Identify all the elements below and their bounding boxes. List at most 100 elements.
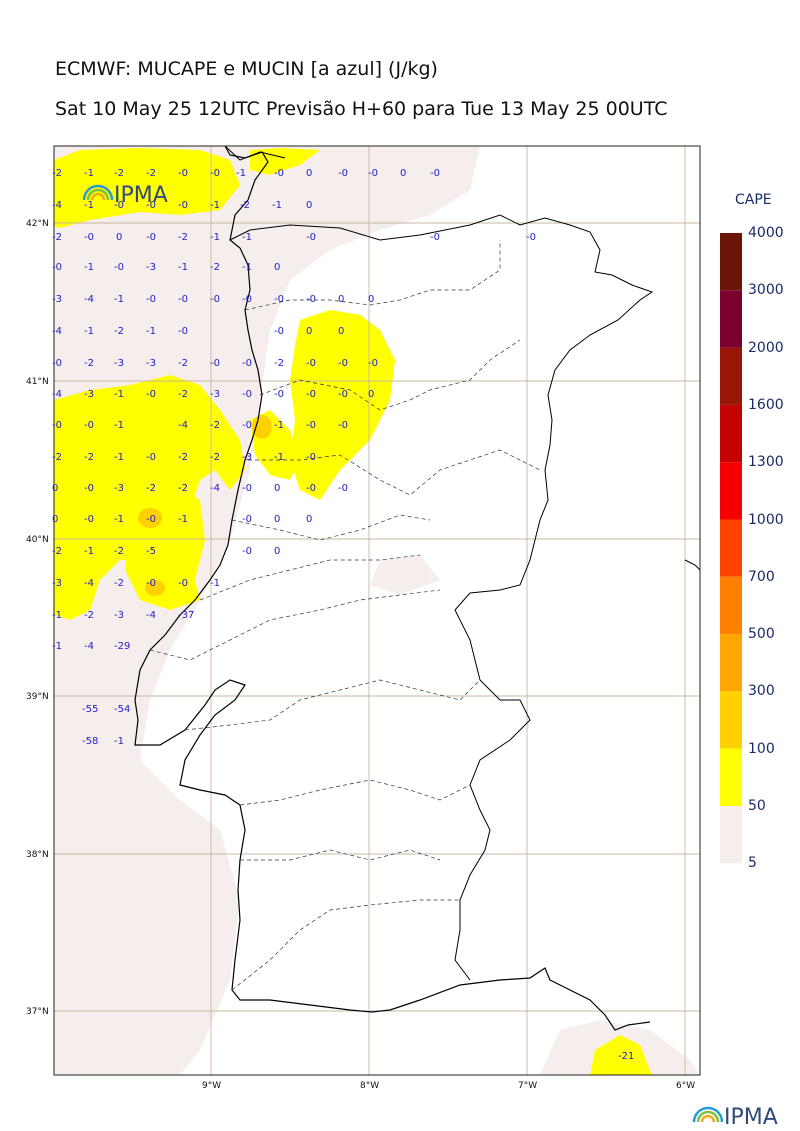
lon-tick-label: 8°W bbox=[360, 1081, 379, 1091]
cin-value-label: -2 bbox=[178, 358, 188, 369]
colorbar-level-label: 100 bbox=[748, 740, 775, 757]
cin-value-label: -1 bbox=[178, 514, 188, 525]
cin-value-label: -2 bbox=[114, 546, 124, 557]
cin-value-label: -1 bbox=[210, 232, 220, 243]
coastline bbox=[134, 146, 651, 1031]
cin-value-label: -0 bbox=[338, 358, 348, 369]
colorbar-level-label: 1300 bbox=[748, 454, 784, 471]
cin-value-label: -37 bbox=[178, 610, 194, 621]
cin-value-label: -1 bbox=[84, 262, 94, 273]
cin-value-label: -0 bbox=[114, 200, 124, 211]
cin-value-label: -0 bbox=[306, 420, 316, 431]
cin-value-label: -1 bbox=[114, 420, 124, 431]
lat-tick-label: 38°N bbox=[26, 850, 49, 860]
cin-value-label: 0 bbox=[274, 514, 280, 525]
cin-value-label: -0 bbox=[146, 294, 156, 305]
cin-value-label: -0 bbox=[338, 168, 348, 179]
cin-value-label: -0 bbox=[368, 358, 378, 369]
cin-value-label: -2 bbox=[114, 168, 124, 179]
lat-tick-label: 37°N bbox=[26, 1007, 49, 1017]
cin-value-label: -0 bbox=[242, 389, 252, 400]
cin-value-label: -0 bbox=[84, 514, 94, 525]
cin-value-label: -3 bbox=[114, 610, 124, 621]
cin-value-label: 0 bbox=[52, 483, 58, 494]
colorbar-segment bbox=[720, 806, 742, 864]
colorbar-segment bbox=[720, 233, 742, 291]
cin-value-label: -0 bbox=[178, 578, 188, 589]
cin-value-label: -29 bbox=[114, 641, 130, 652]
lat-tick-label: 41°N bbox=[26, 377, 49, 387]
cin-value-label: -58 bbox=[82, 736, 98, 747]
cin-value-label: -3 bbox=[146, 358, 156, 369]
cin-value-label: -1 bbox=[274, 452, 284, 463]
graticule bbox=[54, 146, 700, 1075]
cin-value-label: -54 bbox=[114, 704, 130, 715]
cin-labels: -2 -1 -2 -2 -0 -0 -1 -0 0 -0 -0 0 -0 -4 -1 -0 -0 -0 -1 -2 -1… bbox=[52, 168, 634, 1062]
cin-value-label: -2 bbox=[178, 389, 188, 400]
cin-value-label: 0 bbox=[274, 546, 280, 557]
cin-value-label: -0 bbox=[146, 578, 156, 589]
cin-value-label: -2 bbox=[210, 452, 220, 463]
colorbar-segment bbox=[720, 290, 742, 348]
cape-50-100-area bbox=[54, 148, 652, 1075]
cin-value-label: -1 bbox=[242, 232, 252, 243]
ipma-logo-map: IPMA bbox=[82, 183, 168, 208]
cin-value-label: 0 bbox=[368, 389, 374, 400]
cin-value-label: -0 bbox=[178, 168, 188, 179]
cin-value-label: 0 bbox=[274, 483, 280, 494]
colorbar-segment bbox=[720, 748, 742, 806]
cin-value-label: -0 bbox=[52, 358, 62, 369]
cin-value-label: 0 bbox=[338, 294, 344, 305]
cin-value-label: -3 bbox=[210, 389, 220, 400]
map-title: ECMWF: MUCAPE e MUCIN [a azul] (J/kg) bbox=[55, 58, 438, 80]
cin-value-label: -1 bbox=[242, 262, 252, 273]
cin-value-label: -0 bbox=[242, 294, 252, 305]
axis-labels: 42°N 41°N 40°N 39°N 38°N 37°N 9°W 8°W 7°… bbox=[26, 219, 695, 1091]
cin-value-label: -2 bbox=[178, 452, 188, 463]
cin-value-label: -0 bbox=[178, 200, 188, 211]
logo-text: IPMA bbox=[724, 1105, 778, 1130]
colorbar-level-label: 1600 bbox=[748, 396, 784, 413]
cin-value-label: -1 bbox=[114, 294, 124, 305]
cin-value-label: -4 bbox=[178, 420, 188, 431]
cin-value-label: -0 bbox=[146, 452, 156, 463]
cin-value-label: -0 bbox=[274, 294, 284, 305]
colorbar-level-label: 5 bbox=[748, 855, 757, 872]
cin-value-label: -0 bbox=[146, 389, 156, 400]
cin-value-label: -1 bbox=[84, 200, 94, 211]
cin-value-label: 0 bbox=[306, 200, 312, 211]
cin-value-label: 0 bbox=[52, 514, 58, 525]
colorbar-segment bbox=[720, 347, 742, 405]
cin-value-label: 0 bbox=[368, 294, 374, 305]
cin-value-label: -4 bbox=[52, 326, 62, 337]
lon-tick-label: 6°W bbox=[676, 1081, 695, 1091]
cin-value-label: -0 bbox=[242, 546, 252, 557]
colorbar-level-label: 50 bbox=[748, 798, 766, 814]
cin-value-label: -0 bbox=[84, 483, 94, 494]
map-frame bbox=[53, 145, 701, 1076]
cin-value-label: -3 bbox=[52, 294, 62, 305]
cin-value-label: 0 bbox=[306, 514, 312, 525]
cin-value-label: -3 bbox=[114, 483, 124, 494]
cin-value-label: 0 bbox=[116, 232, 122, 243]
colorbar-segment bbox=[720, 634, 742, 692]
cin-value-label: -1 bbox=[114, 514, 124, 525]
cin-value-label: -1 bbox=[272, 200, 282, 211]
cin-value-label: -3 bbox=[242, 452, 252, 463]
cin-value-label: -2 bbox=[274, 358, 284, 369]
cin-value-label: -0 bbox=[84, 232, 94, 243]
colorbar-segment bbox=[720, 519, 742, 577]
colorbar-level-label: 700 bbox=[748, 568, 775, 585]
cin-value-label: -3 bbox=[146, 262, 156, 273]
cin-value-label: -0 bbox=[52, 262, 62, 273]
cin-value-label: -1 bbox=[210, 578, 220, 589]
cin-value-label: -3 bbox=[52, 578, 62, 589]
lat-tick-label: 42°N bbox=[26, 219, 49, 229]
cin-value-label: -0 bbox=[306, 483, 316, 494]
cin-value-label: -0 bbox=[210, 294, 220, 305]
cin-value-label: 0 bbox=[306, 168, 312, 179]
cin-value-label: -0 bbox=[274, 168, 284, 179]
colorbar-level-label: 3000 bbox=[748, 282, 784, 299]
cin-value-label: -0 bbox=[146, 232, 156, 243]
